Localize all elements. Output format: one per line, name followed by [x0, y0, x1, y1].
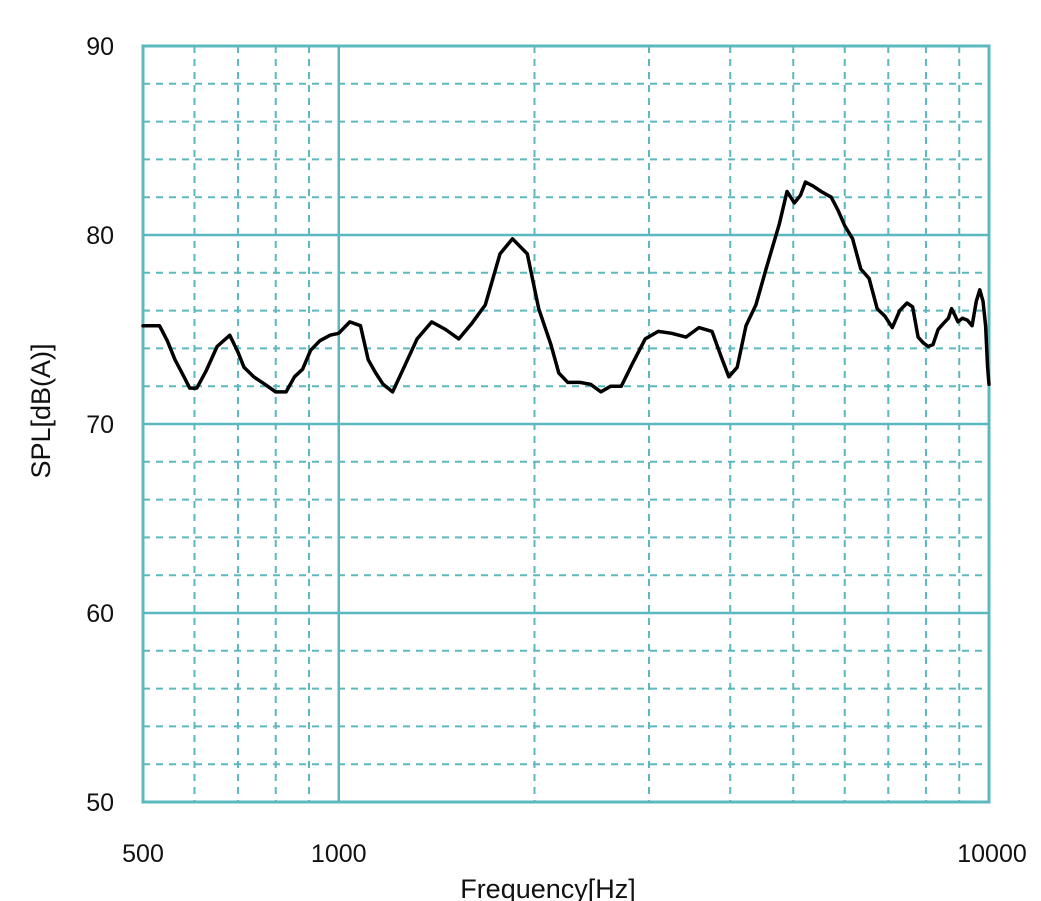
x-tick-label-500: 500	[122, 840, 164, 868]
y-tick-label-60: 60	[86, 600, 114, 628]
series-line-0	[141, 180, 991, 394]
grid-layer	[141, 44, 991, 804]
x-tick-label-1000: 1000	[311, 840, 367, 868]
x-axis-label: Frequency[Hz]	[460, 874, 636, 901]
y-tick-label-70: 70	[86, 411, 114, 439]
axis-labels-layer: 50 60 70 80 90 500 1000 10000 Frequency[Hz] SPL[d…	[26, 33, 1027, 901]
y-tick-label-80: 80	[86, 222, 114, 250]
y-tick-label-90: 90	[86, 33, 114, 61]
x-tick-label-10000: 10000	[957, 840, 1027, 868]
plot-frame	[141, 44, 991, 804]
plot-layer	[141, 180, 991, 394]
y-axis-label: SPL[dB(A)]	[26, 343, 56, 478]
y-tick-label-50: 50	[86, 789, 114, 817]
